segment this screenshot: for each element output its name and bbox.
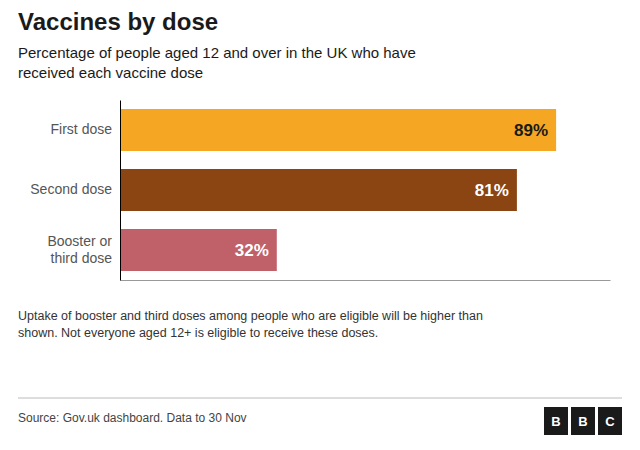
- y-tick: First dose: [51, 121, 113, 137]
- logo-letter: C: [605, 414, 615, 429]
- text-line: third dose: [51, 250, 113, 266]
- y-tick: Second dose: [30, 181, 112, 197]
- separator: [18, 398, 622, 399]
- title: Vaccines by dose: [18, 8, 218, 35]
- y-axis-line: [120, 101, 121, 281]
- text-line: received each vaccine dose: [18, 64, 203, 81]
- text-line: Percentage of people aged 12 and over in…: [18, 44, 416, 61]
- text-line: Uptake of booster and third doses among …: [18, 309, 483, 323]
- bar: [120, 109, 556, 151]
- data-label: 81%: [475, 181, 509, 200]
- logo-box: [598, 407, 622, 435]
- y-axis: First dose Second dose Booster orthird dos…: [30, 101, 120, 281]
- data-label: 89%: [514, 121, 548, 140]
- logo: BBC: [544, 407, 622, 435]
- x-axis-line: [121, 280, 611, 281]
- plot: First dose Second dose Booster orthird dos…: [30, 101, 610, 281]
- text-line: shown. Not everyone aged 12+ is eligible…: [18, 326, 378, 340]
- bars: [120, 109, 556, 271]
- y-tick-label: Booster orthird dose: [47, 233, 112, 266]
- logo-box: [544, 407, 568, 435]
- text-line: Booster or: [47, 233, 112, 249]
- y-tick: Booster orthird dose: [47, 233, 112, 266]
- x-axis: [121, 280, 611, 281]
- chart: Vaccines by dose Percentage of people age…: [0, 0, 640, 450]
- y-tick-label: First dose: [51, 121, 113, 137]
- bar: [120, 169, 517, 211]
- source: Source: Gov.uk dashboard. Data to 30 Nov: [18, 411, 247, 425]
- data-label: 32%: [235, 241, 269, 260]
- data-labels: 89% 81% 32%: [235, 121, 548, 260]
- bar: [120, 229, 277, 271]
- text-line: Second dose: [30, 181, 112, 197]
- logo-letter: B: [578, 414, 587, 429]
- subtitle: Percentage of people aged 12 and over in…: [18, 44, 416, 81]
- logo-letter: B: [551, 414, 560, 429]
- logo-box: [571, 407, 595, 435]
- y-tick-label: Second dose: [30, 181, 112, 197]
- text-line: First dose: [51, 121, 113, 137]
- footnote: Uptake of booster and third doses among …: [18, 309, 483, 340]
